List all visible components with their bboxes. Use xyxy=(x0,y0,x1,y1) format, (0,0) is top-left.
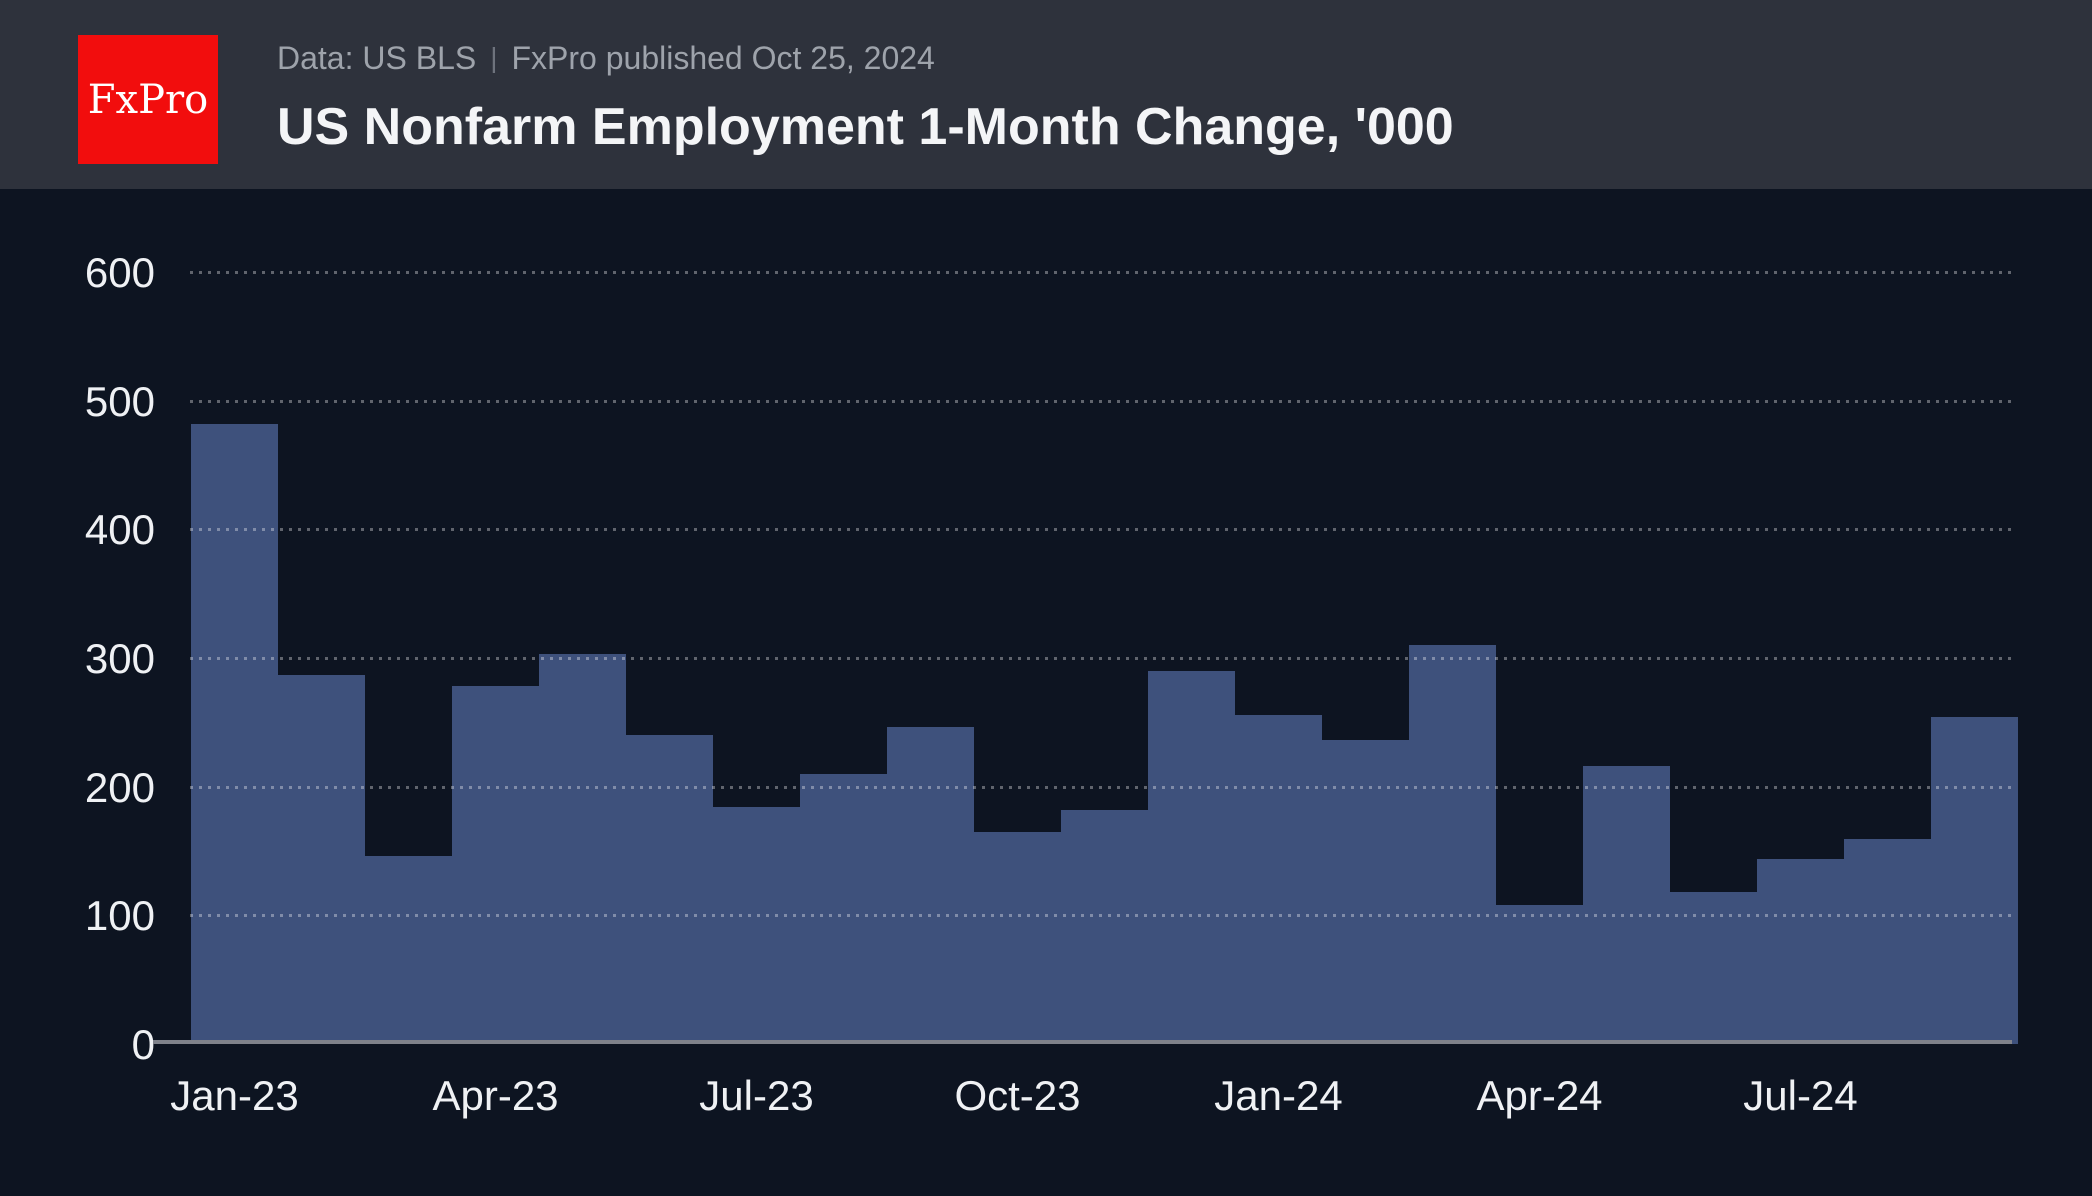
bar-Jan-24 xyxy=(1235,714,1322,1044)
chart-title: US Nonfarm Employment 1-Month Change, '0… xyxy=(277,98,1454,156)
subtitle-separator: | xyxy=(490,42,498,73)
bar-May-23 xyxy=(539,654,626,1044)
gridline-400 xyxy=(190,528,2012,532)
bar-Feb-24 xyxy=(1322,740,1409,1044)
chart-source-line: Data: US BLS | FxPro published Oct 25, 202… xyxy=(277,38,1454,80)
data-source-text: Data: US BLS xyxy=(277,40,477,76)
y-axis-tick-label-200: 200 xyxy=(84,763,155,811)
bar-Jun-23 xyxy=(626,735,713,1044)
gridline-100 xyxy=(190,914,2012,918)
x-axis-tick-label-Oct-23: Oct-23 xyxy=(954,1072,1081,1119)
bar-Aug-24 xyxy=(1844,839,1931,1044)
bar-Mar-24 xyxy=(1409,645,1496,1044)
bar-Nov-23 xyxy=(1061,809,1148,1044)
x-axis-tick-label-Jan-23: Jan-23 xyxy=(170,1072,299,1119)
x-axis-baseline xyxy=(153,1040,2012,1044)
bar-Jul-24 xyxy=(1757,858,1844,1044)
gridline-600 xyxy=(190,271,2012,274)
bar-Jul-23 xyxy=(713,807,800,1044)
gridline-500 xyxy=(190,399,2012,403)
bar-Feb-23 xyxy=(278,674,365,1044)
bar-Aug-23 xyxy=(800,773,887,1044)
bar-Mar-23 xyxy=(365,856,452,1044)
x-axis-tick-label-Apr-23: Apr-23 xyxy=(432,1072,559,1119)
bar-Oct-23 xyxy=(974,831,1061,1044)
y-axis-tick-label-100: 100 xyxy=(84,892,155,940)
fxpro-logo: FxPro xyxy=(78,35,218,164)
bar-May-24 xyxy=(1583,766,1670,1044)
header-band: FxPro Data: US BLS | FxPro published Oct 2… xyxy=(0,0,2092,189)
published-date-text: FxPro published Oct 25, 2024 xyxy=(511,40,935,76)
fxpro-logo-text: FxPro xyxy=(87,76,209,123)
plot-area: 0 100 200 300 400 500 600 Jan-23 Apr-23 Jul-23 Oct… xyxy=(0,189,2092,1196)
x-axis-tick-label-Apr-24: Apr-24 xyxy=(1476,1072,1603,1119)
y-axis-tick-label-0: 0 xyxy=(131,1021,155,1068)
x-axis-tick-label-Jul-24: Jul-24 xyxy=(1743,1072,1858,1119)
bar-Jun-24 xyxy=(1670,892,1757,1044)
bar-Apr-24 xyxy=(1496,905,1583,1044)
gridline-300 xyxy=(190,657,2012,660)
bar-Apr-23 xyxy=(452,686,539,1044)
bar-Dec-23 xyxy=(1148,670,1235,1044)
header-text-block: Data: US BLS | FxPro published Oct 25, 202… xyxy=(277,38,1454,156)
gridline-200 xyxy=(190,785,2012,789)
y-axis-tick-label-300: 300 xyxy=(84,635,155,682)
bar-Sep-24 xyxy=(1931,717,2018,1044)
x-axis-tick-label-Jan-24: Jan-24 xyxy=(1214,1072,1343,1119)
y-axis-tick-label-600: 600 xyxy=(84,249,155,296)
x-axis-tick-label-Jul-23: Jul-23 xyxy=(699,1072,814,1119)
bar-Jan-23 xyxy=(191,423,278,1044)
bar-Sep-23 xyxy=(887,727,974,1044)
y-axis-tick-label-500: 500 xyxy=(84,377,155,425)
y-axis-tick-label-400: 400 xyxy=(84,506,155,554)
